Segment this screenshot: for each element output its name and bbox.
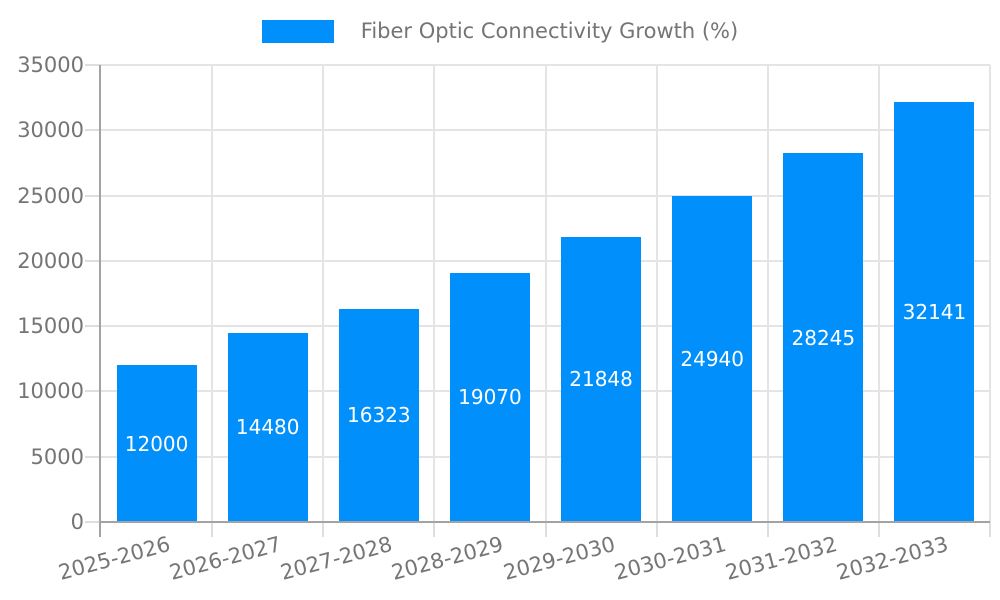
gridline-vertical: [989, 65, 991, 522]
x-axis-tick: [433, 522, 436, 537]
x-axis-line: [99, 521, 990, 523]
y-tick-label: 25000: [17, 183, 84, 208]
bar: 24940: [672, 196, 753, 522]
bar-value-label: 32141: [902, 300, 967, 325]
y-axis-tick: [85, 129, 101, 132]
bar-value-label: 14480: [235, 415, 300, 440]
x-tick-label: 2031-2032: [722, 532, 840, 585]
gridline-vertical: [766, 65, 769, 522]
bar: 16323: [338, 308, 419, 522]
y-tick-label: 35000: [17, 53, 84, 77]
y-tick-label: 5000: [30, 444, 84, 469]
x-tick-label: 2026-2027: [167, 532, 284, 585]
gridline-vertical: [322, 65, 325, 522]
y-axis-tick: [85, 390, 101, 393]
x-axis-tick: [989, 522, 991, 537]
x-axis-tick: [544, 522, 547, 537]
x-tick-label: 2029-2030: [500, 532, 618, 585]
y-tick-label: 15000: [17, 314, 84, 339]
y-tick-label: 30000: [17, 118, 84, 143]
bar: 19070: [449, 273, 530, 522]
y-axis-line: [99, 65, 101, 537]
bar-value-label: 28245: [791, 325, 856, 350]
x-axis-tick: [322, 522, 325, 537]
y-axis-tick: [85, 455, 101, 458]
bar: 21848: [561, 236, 642, 522]
bar-value-label: 19070: [458, 385, 522, 410]
x-tick-label: 2028-2029: [389, 532, 507, 585]
bar-value-label: 16323: [347, 403, 411, 428]
bar: 32141: [894, 102, 975, 522]
legend-label: Fiber Optic Connectivity Growth (%): [360, 19, 739, 43]
bar-value-label: 21848: [569, 367, 633, 392]
chart-legend: Fiber Optic Connectivity Growth (%): [0, 19, 1000, 43]
x-tick-label: 2025-2026: [55, 532, 173, 585]
gridline-vertical: [433, 65, 436, 522]
bar: 12000: [116, 365, 197, 522]
x-axis-tick: [655, 522, 658, 537]
bar-value-label: 12000: [124, 431, 189, 456]
x-tick-label: 2032-2033: [833, 532, 951, 585]
y-tick-label: 10000: [17, 379, 84, 404]
x-axis-tick: [211, 522, 214, 537]
bar: 28245: [783, 153, 864, 522]
gridline-vertical: [877, 65, 880, 522]
x-tick-label: 2027-2028: [278, 532, 396, 585]
gridline-vertical: [655, 65, 658, 522]
x-tick-label: 2030-2031: [611, 532, 729, 585]
x-axis-tick: [877, 522, 880, 537]
y-axis-tick: [85, 194, 101, 197]
y-axis-tick: [85, 64, 101, 66]
y-tick-label: 0: [70, 510, 84, 534]
x-axis-tick: [766, 522, 769, 537]
y-axis-tick: [85, 259, 101, 262]
bar-value-label: 24940: [680, 347, 744, 372]
y-tick-label: 20000: [17, 248, 84, 273]
y-axis-tick: [85, 325, 101, 328]
y-axis-tick: [85, 521, 101, 523]
gridline-vertical: [211, 65, 214, 522]
gridline-vertical: [544, 65, 547, 522]
legend-color-swatch: [261, 19, 334, 43]
bar: 14480: [227, 332, 308, 522]
